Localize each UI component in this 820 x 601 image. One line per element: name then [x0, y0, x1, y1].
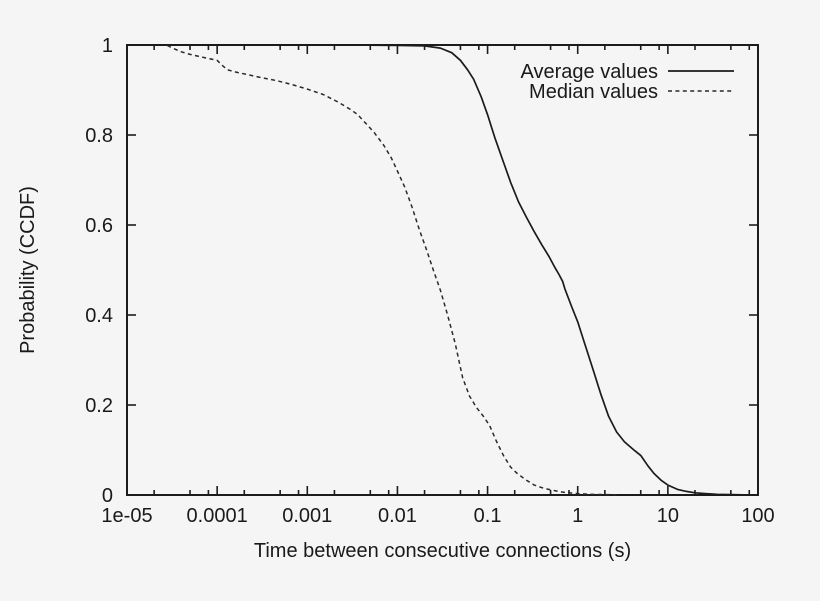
- legend-label-dashed: Median values: [529, 81, 658, 103]
- x-tick-label: 0.01: [378, 505, 417, 527]
- y-tick-label: 0.6: [85, 215, 113, 237]
- x-tick-label: 0.1: [474, 505, 502, 527]
- x-tick-label: 100: [741, 505, 774, 527]
- curve-average: [127, 44, 745, 496]
- y-tick-label: 0.4: [85, 305, 113, 327]
- plot-frame: [126, 44, 759, 496]
- x-axis-label: Time between consecutive connections (s): [254, 540, 631, 562]
- y-tick-label: 1: [102, 35, 113, 57]
- y-axis-label: Probability (CCDF): [17, 186, 39, 354]
- y-tick-label: 0.8: [85, 125, 113, 147]
- x-tick-label: 10: [657, 505, 679, 527]
- legend-label-solid: Average values: [521, 61, 659, 83]
- curve-median: [166, 44, 619, 496]
- x-tick-label: 1: [572, 505, 583, 527]
- x-tick-label: 0.0001: [187, 505, 248, 527]
- y-tick-label: 0.2: [85, 395, 113, 417]
- x-tick-label: 0.001: [282, 505, 332, 527]
- x-tick-label: 1e-05: [101, 505, 152, 527]
- y-tick-label: 0: [102, 485, 113, 507]
